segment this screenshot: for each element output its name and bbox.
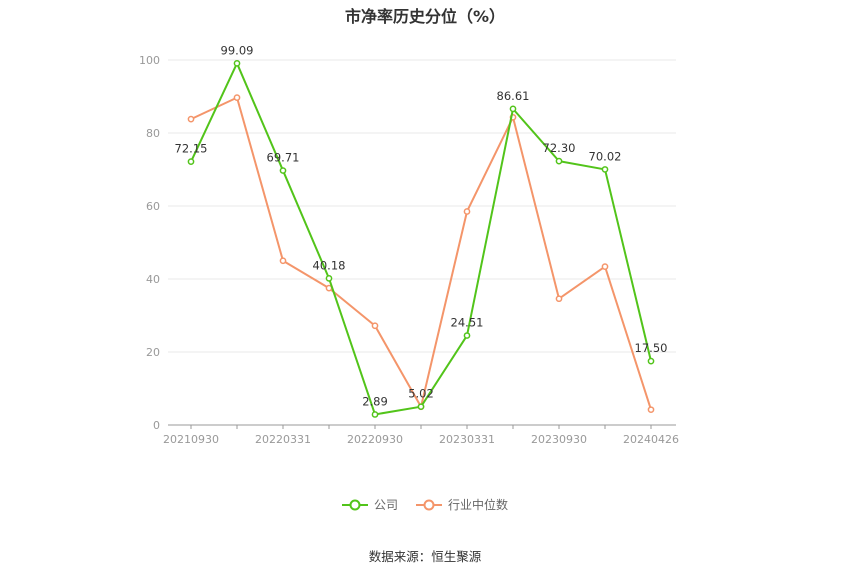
axes: 0 20 40 60 80 100 20210930 20220331 20220930 2023… (139, 54, 679, 446)
data-point-industry-median[interactable] (187, 115, 195, 123)
y-tick-label: 60 (146, 200, 160, 213)
data-point-company[interactable] (509, 105, 517, 113)
series (187, 59, 655, 418)
data-point-company[interactable] (601, 166, 609, 173)
x-tick-label: 20220331 (255, 433, 311, 446)
data-label-company: 24.51 (451, 316, 484, 330)
y-tick-label: 100 (139, 54, 160, 67)
legend-line-icon-industry-median (416, 499, 442, 510)
data-label-company: 70.02 (589, 149, 622, 163)
y-tick-label: 0 (153, 419, 160, 432)
data-point-company[interactable] (417, 403, 425, 411)
data-label-company: 17.50 (635, 341, 668, 355)
legend: 公司 行业中位数 (0, 496, 850, 513)
data-point-industry-median[interactable] (555, 295, 563, 303)
data-label-company: 99.09 (221, 43, 254, 57)
x-tick-label: 20230331 (439, 433, 495, 446)
x-tick-label: 20230930 (531, 433, 587, 446)
data-point-industry-median[interactable] (463, 208, 471, 215)
data-point-industry-median[interactable] (371, 322, 379, 330)
data-point-industry-median[interactable] (279, 257, 287, 265)
x-tick-label: 20210930 (163, 433, 219, 446)
data-labels: 72.15 99.09 69.71 40.18 2.89 5.02 24.51 86.61 72… (175, 43, 668, 408)
y-tick-label: 20 (146, 346, 160, 359)
x-tick-label: 20220930 (347, 433, 403, 446)
data-label-company: 69.71 (267, 151, 300, 165)
data-label-company: 72.15 (175, 142, 208, 156)
data-point-company[interactable] (187, 158, 195, 166)
data-point-company[interactable] (233, 59, 241, 67)
legend-label-industry-median: 行业中位数 (448, 498, 509, 512)
legend-item-company[interactable]: 公司 (341, 496, 398, 513)
data-label-company: 72.30 (543, 141, 576, 155)
data-point-company[interactable] (463, 332, 471, 339)
y-tick-label: 80 (146, 127, 160, 140)
legend-label-company: 公司 (373, 498, 398, 512)
data-label-company: 40.18 (313, 258, 346, 272)
data-label-company: 2.89 (362, 394, 388, 408)
data-point-industry-median[interactable] (233, 94, 241, 101)
data-point-company[interactable] (555, 157, 563, 165)
data-label-company: 5.02 (408, 387, 434, 401)
legend-item-industry-median[interactable]: 行业中位数 (416, 496, 508, 513)
data-point-industry-median[interactable] (601, 263, 609, 270)
grid (168, 59, 676, 353)
legend-line-icon-company (341, 499, 368, 510)
data-source-note: 数据来源：恒生聚源 (368, 549, 482, 564)
series-line-company (190, 62, 652, 416)
data-point-company[interactable] (647, 357, 655, 365)
x-tick-label: 20240426 (623, 433, 679, 446)
data-point-company[interactable] (325, 274, 333, 282)
data-point-industry-median[interactable] (647, 406, 655, 414)
data-point-company[interactable] (371, 411, 379, 418)
series-line-industry-median (190, 96, 652, 410)
data-point-company[interactable] (279, 167, 287, 174)
chart-title: 市净率历史分位（%） (344, 7, 506, 26)
data-label-company: 86.61 (497, 89, 530, 103)
y-tick-label: 40 (146, 273, 160, 286)
